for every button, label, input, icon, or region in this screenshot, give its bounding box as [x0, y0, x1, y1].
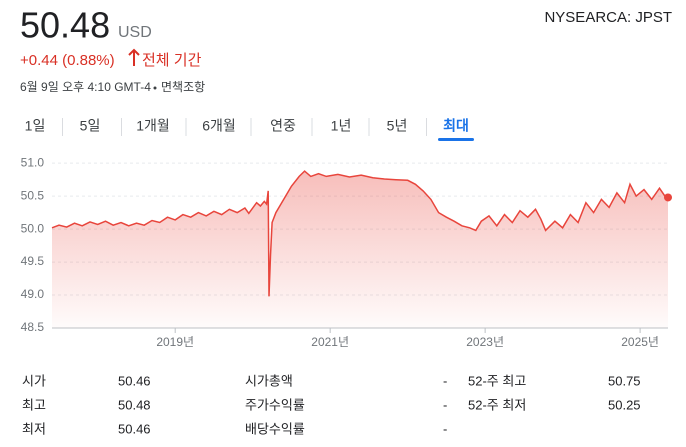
stat-label: 배당수익률	[245, 421, 305, 436]
tab[interactable]: 5년	[387, 118, 408, 134]
tab[interactable]: 최대	[443, 118, 469, 134]
x-tick-label: 2021년	[311, 335, 349, 349]
separator-dot	[153, 86, 157, 90]
stat-value: 50.46	[118, 421, 151, 436]
chart: 51.0 50.5 50.0 49.5 49.0 48.5 2019년 2021년 2023년 2…	[21, 155, 672, 349]
stat-label: 최저	[22, 421, 46, 436]
tab[interactable]: 5일	[80, 118, 101, 134]
disclaimer[interactable]: 면책조항	[161, 79, 205, 94]
period: 전체 기간	[142, 52, 202, 69]
stat-label: 최고	[22, 397, 46, 412]
y-tick-label: 49.5	[21, 254, 45, 268]
tab-underline	[438, 138, 474, 141]
tab[interactable]: 6개월	[202, 118, 236, 134]
timestamp: 6월 9일 오후 4:10 GMT-4	[20, 80, 151, 94]
y-tick-label: 48.5	[21, 320, 45, 334]
y-tick-label: 50.5	[21, 188, 45, 202]
stat-value: 50.25	[608, 397, 641, 412]
price-line	[51, 170, 669, 297]
tab[interactable]: 1년	[331, 118, 352, 134]
area	[52, 171, 668, 328]
tab-bar: 1일 5일 1개월 6개월 연중 1년 5년 최대	[25, 118, 474, 141]
price: 50.48	[20, 5, 110, 46]
tab[interactable]: 연중	[270, 118, 296, 134]
x-tick-label: 2023년	[466, 335, 504, 349]
y-tick-label: 49.0	[21, 287, 45, 301]
stat-label: 주가수익률	[245, 397, 305, 412]
tab[interactable]: 1개월	[136, 118, 170, 134]
change: +0.44 (0.88%)	[20, 52, 115, 69]
stat-value: 50.46	[118, 373, 151, 388]
y-tick-label: 50.0	[21, 221, 45, 235]
stat-label: 시가	[22, 373, 46, 388]
tab[interactable]: 1일	[25, 118, 46, 134]
end-marker	[664, 193, 672, 202]
x-tick-label: 2019년	[156, 335, 194, 349]
stat-label: 시가총액	[245, 373, 293, 388]
up-arrow	[128, 48, 140, 66]
y-tick-label: 51.0	[21, 155, 45, 169]
stat-value: -	[443, 373, 447, 388]
stats-table: 시가 50.46 최고 50.48 최저 50.46 시가총액 - 주가수익률 - 배당수익률 - 52…	[22, 373, 641, 436]
stat-label: 52-주 최고	[468, 373, 526, 388]
stat-value: -	[443, 397, 447, 412]
ticker: NYSEARCA: JPST	[544, 9, 672, 26]
stat-value: -	[443, 421, 447, 436]
stat-label: 52-주 최저	[468, 397, 526, 412]
x-tick-label: 2025년	[621, 335, 659, 349]
currency: USD	[118, 24, 152, 41]
stat-value: 50.48	[118, 397, 151, 412]
stat-value: 50.75	[608, 373, 641, 388]
